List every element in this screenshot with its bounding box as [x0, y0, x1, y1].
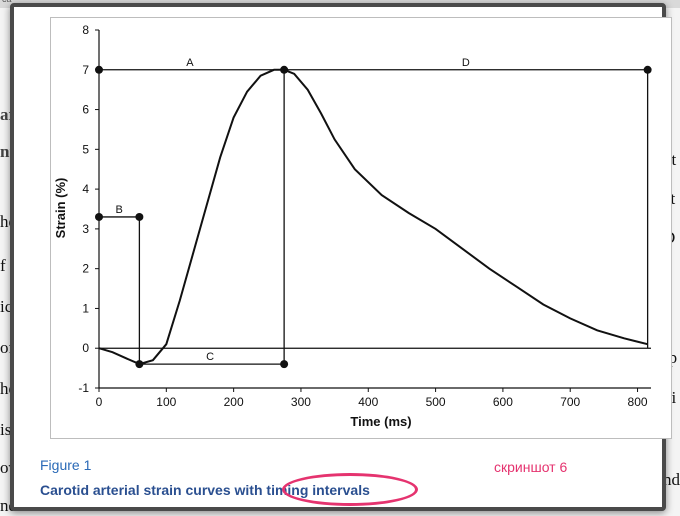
x-tick-label: 0	[96, 395, 103, 409]
highlight-ellipse	[282, 473, 418, 506]
top-text-fragment: ca	[2, 0, 12, 4]
interval-labels: A D B C	[116, 57, 470, 363]
interval-c-label: C	[206, 351, 214, 363]
interval-d-label: D	[462, 57, 470, 69]
screenshot-annotation: скриншот 6	[494, 459, 568, 475]
x-tick-label: 200	[224, 395, 244, 409]
y-tick-label: 3	[82, 222, 89, 236]
y-tick-label: 4	[82, 182, 89, 196]
background-text-fragment: ic	[0, 297, 13, 316]
interval-lines	[99, 69, 649, 365]
interval-endpoint-marker	[280, 65, 289, 74]
x-axis-label: Time (ms)	[350, 414, 411, 429]
interval-endpoint-marker	[135, 360, 144, 369]
x-tick-label: 300	[291, 395, 311, 409]
chart-ticks: -1 0 1 2 3 4 5 6 7 8 0 100 200 300 400 500 600 700 800	[78, 23, 648, 409]
y-tick-label: 5	[82, 142, 89, 156]
interval-endpoint-marker	[280, 360, 289, 369]
x-tick-label: 600	[493, 395, 513, 409]
y-tick-label: 1	[82, 301, 89, 315]
x-tick-label: 700	[560, 395, 580, 409]
caption-title-prefix: Carotid arterial strain curves with	[40, 482, 267, 498]
y-tick-label: 7	[82, 63, 89, 77]
x-tick-label: 500	[426, 395, 446, 409]
x-tick-label: 100	[156, 395, 176, 409]
figure-number: Figure 1	[40, 457, 92, 473]
y-tick-label: 8	[82, 23, 89, 37]
y-tick-label: 2	[82, 262, 89, 276]
figure-viewer-dialog: -1 0 1 2 3 4 5 6 7 8 0 100 200 300 400 500 600 700 800 A D B…	[10, 3, 672, 511]
interval-endpoint-marker	[135, 212, 144, 221]
chart-axes	[98, 30, 651, 389]
y-tick-label: -1	[78, 381, 89, 395]
background-text-fragment: is	[0, 420, 12, 439]
figure-image: -1 0 1 2 3 4 5 6 7 8 0 100 200 300 400 500 600 700 800 A D B…	[50, 17, 672, 439]
interval-b-label: B	[116, 204, 123, 216]
x-tick-label: 800	[628, 395, 648, 409]
y-axis-label: Strain (%)	[53, 178, 68, 239]
strain-curve	[98, 68, 648, 366]
background-text-fragment: nd	[663, 470, 680, 489]
interval-endpoint-marker	[643, 65, 652, 74]
interval-markers	[95, 65, 652, 369]
x-tick-label: 400	[358, 395, 378, 409]
interval-a-label: A	[186, 57, 194, 69]
interval-endpoint-marker	[95, 212, 103, 221]
y-tick-label: 6	[82, 103, 89, 117]
interval-endpoint-marker	[95, 65, 103, 74]
y-tick-label: 0	[82, 341, 89, 355]
strain-chart: -1 0 1 2 3 4 5 6 7 8 0 100 200 300 400 500 600 700 800 A D B…	[53, 23, 652, 429]
